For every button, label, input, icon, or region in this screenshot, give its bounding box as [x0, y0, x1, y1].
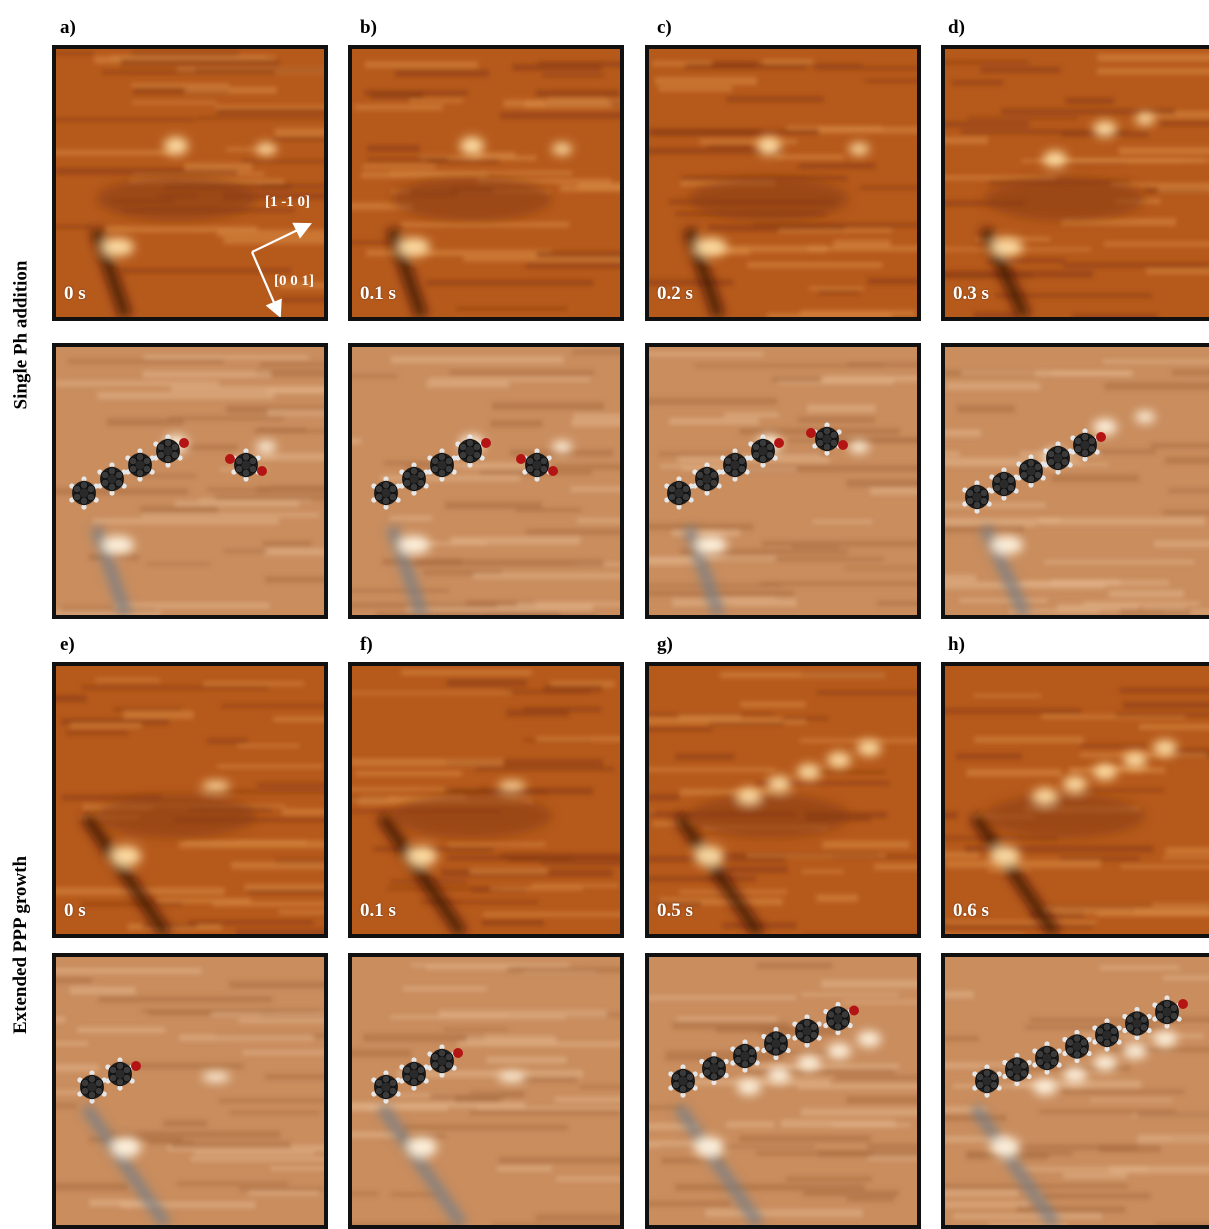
panel-letter-d: d) [948, 17, 965, 39]
oxygen-atom [838, 440, 848, 450]
stm-image-e: 0 s [52, 662, 328, 938]
panel-letter-b: b) [360, 17, 377, 39]
stm-model-e [52, 953, 328, 1229]
stm-image-g: 0.5 s [645, 662, 921, 938]
stm-model-h [941, 953, 1209, 1229]
stm-model-a [52, 343, 328, 619]
crystal-direction-arrows [56, 49, 328, 321]
stm-image-d: 0.3 s [941, 45, 1209, 321]
time-label-e: 0 s [64, 900, 86, 922]
stm-model-c [645, 343, 921, 619]
stm-topography-texture [352, 49, 620, 317]
stm-topography-texture [945, 49, 1209, 317]
time-label-b: 0.1 s [360, 283, 396, 305]
stm-image-b: 0.1 s [348, 45, 624, 321]
stm-topography-texture [649, 666, 917, 934]
stm-derivative-texture [352, 957, 620, 1225]
panel-letter-h: h) [948, 634, 965, 656]
stm-topography-texture [945, 666, 1209, 934]
row-label-extended-ppp: Extended PPP growth [6, 662, 36, 1228]
oxygen-atom [1096, 432, 1106, 442]
stm-model-g [645, 953, 921, 1229]
oxygen-atom [257, 466, 267, 476]
panel-letter-f: f) [360, 634, 373, 656]
time-label-f: 0.1 s [360, 900, 396, 922]
oxygen-atom [774, 438, 784, 448]
stm-topography-texture [56, 666, 324, 934]
stm-derivative-texture [352, 347, 620, 615]
row-label-single-ph: Single Ph addition [6, 45, 36, 625]
oxygen-atom [481, 438, 491, 448]
oxygen-atom [453, 1048, 463, 1058]
stm-model-b [348, 343, 624, 619]
panel-letter-a: a) [60, 17, 76, 39]
stm-derivative-texture [945, 957, 1209, 1225]
oxygen-atom [849, 1006, 859, 1016]
stm-image-c: 0.2 s [645, 45, 921, 321]
time-label-d: 0.3 s [953, 283, 989, 305]
panel-letter-c: c) [657, 17, 672, 39]
stm-image-a: [1 -1 0] [0 0 1] 0 s [52, 45, 328, 321]
stm-model-f [348, 953, 624, 1229]
stm-derivative-texture [649, 347, 917, 615]
stm-topography-texture [649, 49, 917, 317]
oxygen-atom [516, 454, 526, 464]
stm-topography-texture [352, 666, 620, 934]
stm-derivative-texture [649, 957, 917, 1225]
time-label-h: 0.6 s [953, 900, 989, 922]
oxygen-atom [131, 1061, 141, 1071]
oxygen-atom [806, 428, 816, 438]
oxygen-atom [1178, 999, 1188, 1009]
stm-image-f: 0.1 s [348, 662, 624, 938]
oxygen-atom [548, 466, 558, 476]
time-label-c: 0.2 s [657, 283, 693, 305]
stm-model-d [941, 343, 1209, 619]
time-label-g: 0.5 s [657, 900, 693, 922]
panel-letter-e: e) [60, 634, 75, 656]
stm-image-h: 0.6 s [941, 662, 1209, 938]
panel-letter-g: g) [657, 634, 673, 656]
oxygen-atom [225, 454, 235, 464]
stm-derivative-texture [56, 347, 324, 615]
stm-derivative-texture [945, 347, 1209, 615]
stm-derivative-texture [56, 957, 324, 1225]
oxygen-atom [179, 438, 189, 448]
